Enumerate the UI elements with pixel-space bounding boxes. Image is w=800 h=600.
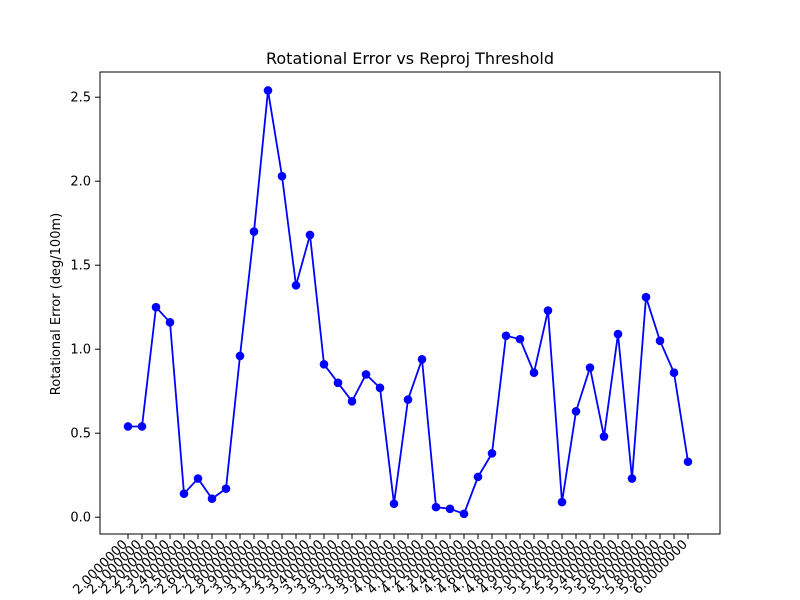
data-point [599, 432, 609, 441]
data-point [459, 509, 469, 519]
data-point [417, 354, 427, 364]
data-point [179, 489, 189, 498]
data-point [151, 302, 161, 312]
data-point [655, 336, 665, 346]
data-point [473, 472, 483, 482]
y-tick-label: 0.0 [70, 511, 91, 526]
data-point [683, 457, 693, 467]
data-point [669, 368, 679, 378]
data-point [389, 499, 399, 509]
y-tick-label: 1.5 [70, 259, 91, 274]
data-point [627, 474, 637, 483]
y-axis-label: Rotational Error (deg/100m) [49, 213, 64, 395]
data-point [221, 484, 231, 493]
data-point [165, 318, 175, 327]
data-point [487, 449, 497, 458]
y-tick-label: 2.5 [70, 91, 91, 106]
data-point [431, 502, 441, 512]
data-point [193, 474, 203, 483]
data-point [641, 292, 651, 302]
data-point [207, 494, 217, 504]
data-point [263, 86, 273, 95]
data-point [249, 227, 259, 236]
data-point [361, 370, 371, 379]
data-point [529, 368, 539, 378]
data-point [123, 422, 133, 431]
data-point [515, 334, 525, 344]
data-point [333, 378, 343, 388]
data-point [501, 331, 511, 341]
data-point [375, 383, 385, 393]
data-point [235, 351, 245, 361]
data-point [319, 360, 329, 369]
data-point [137, 422, 147, 431]
plot-area: 0.00.51.01.52.02.52.00000002.10000002.20… [70, 86, 693, 598]
chart-title: Rotational Error vs Reproj Threshold [266, 49, 554, 68]
data-point [277, 171, 287, 181]
y-tick-label: 2.0 [70, 175, 91, 190]
y-tick-label: 1.0 [70, 343, 91, 358]
data-point [291, 281, 301, 290]
data-point [305, 230, 315, 240]
data-point [557, 497, 567, 507]
data-point [543, 306, 553, 315]
data-point [571, 407, 581, 416]
y-tick-label: 0.5 [70, 427, 91, 442]
data-point [445, 504, 455, 514]
data-point [585, 363, 595, 372]
axes-frame [99, 71, 721, 535]
data-point [613, 329, 623, 339]
data-point [347, 396, 357, 406]
data-point [403, 395, 413, 404]
